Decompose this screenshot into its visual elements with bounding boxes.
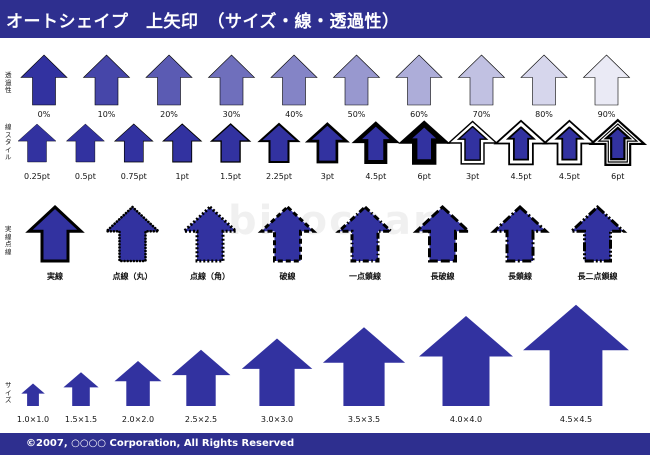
dash-arrow [257,204,318,263]
dash-label: 点線（丸） [112,272,153,281]
size-arrow [322,327,406,406]
transparency-label: 40% [285,110,303,119]
linestyle-label: 1.5pt [220,172,242,181]
dash-label: 点線（角） [190,272,230,281]
transparency-label: 20% [160,110,178,119]
linestyle-arrow-inner [498,122,544,164]
transparency-arrow [332,54,381,106]
size-label: 3.5×3.5 [347,415,381,424]
row-label-dash: 実線点線 [5,225,12,256]
footer-bar: ©2007, ○○○○ Corporation, All Rights Rese… [0,433,650,455]
size-arrow [523,304,629,406]
size-label: 4.5×4.5 [559,415,593,424]
dash-arrow [335,204,395,263]
linestyle-arrow [351,121,401,165]
linestyle-arrow [209,123,252,163]
transparency-label: 30% [222,110,241,119]
linestyle-arrow [257,122,301,164]
dash-arrow [412,204,473,263]
linestyle-label: 6pt [417,172,431,181]
transparency-arrow [20,54,68,106]
linestyle-arrow [65,123,105,163]
transparency-label: 70% [472,110,491,119]
linestyle-label: 3pt [465,172,480,181]
size-label: 2.0×2.0 [121,415,155,424]
transparency-arrow [145,54,193,106]
linestyle-arrow [162,123,203,163]
linestyle-label: 4.5pt [510,172,532,181]
transparency-arrow [395,54,443,106]
transparency-arrow [520,54,568,106]
linestyle-arrow [588,118,648,166]
copyright-text: ©2007, ○○○○ Corporation, All Rights Rese… [26,438,295,449]
dash-arrow [180,204,240,263]
linestyle-arrow [446,120,499,165]
linestyle-arrow [304,122,350,164]
row-label-size: サイズ [5,381,12,404]
transparency-label: 60% [410,110,428,119]
header-bar: オートシェイプ 上矢印 （サイズ・線・透過性） [0,0,650,38]
dash-label: 長二点鎖線 [577,272,618,281]
transparency-arrow [207,54,256,106]
dash-arrow [103,205,162,263]
size-arrow [21,383,45,406]
transparency-arrow [270,54,318,106]
dash-arrow [490,204,550,263]
transparency-arrow [82,54,131,106]
size-arrow [171,349,231,406]
size-arrow [419,316,513,406]
dash-label: 実線 [47,272,63,281]
row-label-linestyle: 線スタイル [5,123,12,161]
linestyle-arrow [113,123,154,163]
transparency-arrow [457,54,506,106]
linestyle-label: 0.25pt [23,172,51,181]
size-arrow [114,361,162,406]
transparency-label: 90% [597,110,616,119]
linestyle-label: 4.5pt [558,172,580,181]
transparency-label: 10% [97,110,116,119]
size-arrow [241,338,313,406]
dash-label: 長鎖線 [508,272,532,281]
linestyle-arrow [398,120,451,165]
size-label: 1.0×1.0 [16,415,50,424]
linestyle-label: 2.25pt [265,172,293,181]
transparency-label: 80% [535,110,553,119]
linestyle-label: 3pt [320,172,335,181]
dash-arrow [567,204,628,263]
dash-label: 長破線 [430,272,455,281]
dash-label: 一点鎖線 [349,272,381,281]
size-label: 4.0×4.0 [449,415,483,424]
linestyle-arrow-inner [546,122,593,164]
linestyle-label: 4.5pt [365,172,387,181]
linestyle-label: 1pt [175,172,189,181]
size-label: 3.0×3.0 [260,415,294,424]
linestyle-arrow-core [597,123,639,163]
linestyle-arrow [17,123,57,163]
transparency-label: 50% [347,110,366,119]
dash-arrow [25,204,85,263]
linestyle-label: 0.5pt [74,172,96,181]
transparency-label: 0% [37,110,51,119]
size-label: 1.5×1.5 [64,415,98,424]
size-arrow [63,372,99,406]
linestyle-arrow [541,119,597,166]
size-label: 2.5×2.5 [184,415,218,424]
linestyle-arrow-inner [450,122,495,164]
row-label-transparency: 透過性 [5,71,12,94]
linestyle-arrow [493,119,549,166]
page-title: オートシェイプ 上矢印 （サイズ・線・透過性） [6,12,400,32]
linestyle-label: 6pt [611,172,625,181]
linestyle-label: 0.75pt [120,172,147,181]
dash-label: 破線 [279,272,296,281]
transparency-arrow [582,54,631,106]
